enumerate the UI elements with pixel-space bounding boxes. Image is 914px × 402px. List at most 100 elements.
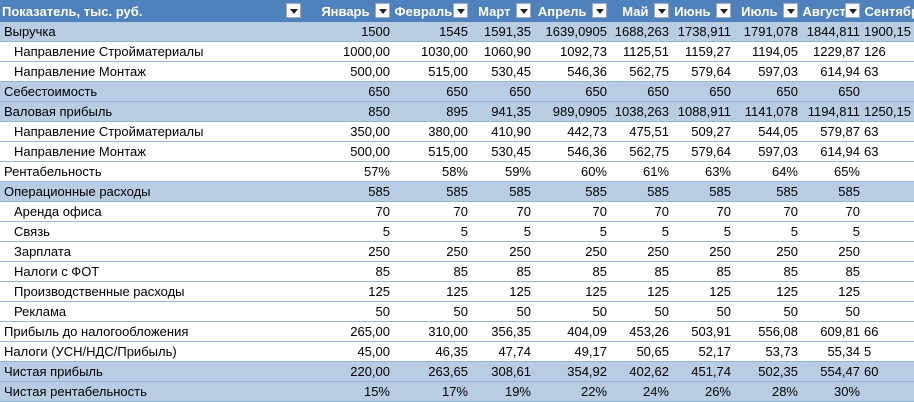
value-cell: 125 bbox=[470, 281, 533, 302]
value-cell: 125 bbox=[392, 281, 470, 302]
row-label: Производственные расходы bbox=[0, 281, 303, 302]
value-cell: 650 bbox=[800, 81, 862, 102]
value-cell: 125 bbox=[800, 281, 862, 302]
value-cell: 442,73 bbox=[533, 121, 609, 142]
filter-button[interactable] bbox=[452, 3, 468, 18]
value-cell: 308,61 bbox=[470, 361, 533, 382]
header-cell: Февраль bbox=[392, 0, 471, 22]
value-cell: 503,91 bbox=[671, 321, 733, 342]
value-cell: 263,65 bbox=[392, 361, 470, 382]
value-cell: 1159,27 bbox=[671, 41, 733, 62]
value-cell: 850 bbox=[303, 101, 392, 122]
value-cell: 126 bbox=[862, 41, 914, 62]
table-row: Налоги (УСН/НДС/Прибыль) 45,00 46,35 47,74 4… bbox=[0, 341, 914, 362]
value-cell: 17% bbox=[392, 381, 470, 402]
table-row: Себестоимость 650 650 650 650 650 650 650 650 bbox=[0, 81, 914, 102]
value-cell: 1844,811 bbox=[800, 22, 862, 42]
filter-button[interactable] bbox=[715, 3, 731, 18]
filter-button[interactable] bbox=[515, 3, 531, 18]
filter-button[interactable] bbox=[285, 3, 301, 18]
value-cell: 85 bbox=[671, 261, 733, 282]
value-cell: 5 bbox=[533, 221, 609, 242]
value-cell: 509,27 bbox=[671, 121, 733, 142]
value-cell: 650 bbox=[392, 81, 470, 102]
value-cell: 85 bbox=[800, 261, 862, 282]
table-row: Операционные расходы 585 585 585 585 585 585 58… bbox=[0, 181, 914, 202]
value-cell: 265,00 bbox=[303, 321, 392, 342]
value-cell: 63 bbox=[862, 141, 914, 162]
value-cell: 579,64 bbox=[671, 141, 733, 162]
value-cell: 380,00 bbox=[392, 121, 470, 142]
table-row: Чистая рентабельность 15% 17% 19% 22% 24% 26% 2… bbox=[0, 381, 914, 402]
value-cell: 650 bbox=[609, 81, 671, 102]
header-cell: Апрель bbox=[533, 0, 610, 22]
value-cell: 1791,078 bbox=[733, 22, 800, 42]
filter-button[interactable] bbox=[653, 3, 669, 18]
value-cell: 650 bbox=[470, 81, 533, 102]
table-row: Аренда офиса 70 70 70 70 70 70 70 70 bbox=[0, 201, 914, 222]
value-cell: 585 bbox=[733, 181, 800, 202]
header-cell: Май bbox=[609, 0, 672, 22]
value-cell: 53,73 bbox=[733, 341, 800, 362]
value-cell: 5 bbox=[609, 221, 671, 242]
value-cell: 1000,00 bbox=[303, 41, 392, 62]
value-cell: 58% bbox=[392, 161, 470, 182]
filter-button[interactable] bbox=[374, 3, 390, 18]
value-cell: 19% bbox=[470, 381, 533, 402]
value-cell bbox=[862, 281, 914, 302]
value-cell: 57% bbox=[303, 161, 392, 182]
header-cell: Показатель, тыс. руб. bbox=[0, 0, 304, 22]
value-cell: 28% bbox=[733, 381, 800, 402]
row-label: Выручка bbox=[0, 22, 303, 42]
row-label: Чистая прибыль bbox=[0, 361, 303, 382]
value-cell: 650 bbox=[533, 81, 609, 102]
row-label: Рентабельность bbox=[0, 161, 303, 182]
value-cell: 1545 bbox=[392, 22, 470, 42]
row-label: Реклама bbox=[0, 301, 303, 322]
value-cell: 60% bbox=[533, 161, 609, 182]
value-cell: 502,35 bbox=[733, 361, 800, 382]
value-cell: 52,17 bbox=[671, 341, 733, 362]
value-cell: 5 bbox=[862, 341, 914, 362]
value-cell: 562,75 bbox=[609, 61, 671, 82]
row-label: Направление Стройматериалы bbox=[0, 41, 303, 62]
value-cell: 1092,73 bbox=[533, 41, 609, 62]
header-text: Апрель bbox=[537, 3, 587, 19]
value-cell: 404,09 bbox=[533, 321, 609, 342]
row-label: Операционные расходы bbox=[0, 181, 303, 202]
row-label: Направление Стройматериалы bbox=[0, 121, 303, 142]
value-cell: 1194,05 bbox=[733, 41, 800, 62]
filter-button[interactable] bbox=[782, 3, 798, 18]
header-cell: Июнь bbox=[671, 0, 734, 22]
row-label: Прибыль до налогообложения bbox=[0, 321, 303, 342]
value-cell: 55,34 bbox=[800, 341, 862, 362]
header-text: Май bbox=[622, 3, 649, 19]
value-cell: 530,45 bbox=[470, 141, 533, 162]
value-cell: 1738,911 bbox=[671, 22, 733, 42]
value-cell: 354,92 bbox=[533, 361, 609, 382]
value-cell: 609,81 bbox=[800, 321, 862, 342]
value-cell: 70 bbox=[470, 201, 533, 222]
value-cell: 585 bbox=[671, 181, 733, 202]
filter-button[interactable] bbox=[591, 3, 607, 18]
value-cell: 250 bbox=[671, 241, 733, 262]
value-cell: 50 bbox=[303, 301, 392, 322]
value-cell: 530,45 bbox=[470, 61, 533, 82]
value-cell: 125 bbox=[609, 281, 671, 302]
header-cell: Июль bbox=[733, 0, 801, 22]
value-cell: 50 bbox=[392, 301, 470, 322]
header-cell: Март bbox=[470, 0, 534, 22]
value-cell bbox=[862, 381, 914, 402]
value-cell: 1639,0905 bbox=[533, 22, 609, 42]
table-row: Производственные расходы 125 125 125 125 125 1… bbox=[0, 281, 914, 302]
filter-button[interactable] bbox=[844, 3, 860, 18]
value-cell: 30% bbox=[800, 381, 862, 402]
header-cell: Сентябр bbox=[862, 0, 914, 22]
value-cell: 1030,00 bbox=[392, 41, 470, 62]
value-cell: 402,62 bbox=[609, 361, 671, 382]
value-cell: 410,90 bbox=[470, 121, 533, 142]
value-cell: 45,00 bbox=[303, 341, 392, 362]
value-cell: 650 bbox=[303, 81, 392, 102]
header-text: Август bbox=[802, 3, 846, 19]
value-cell: 1060,90 bbox=[470, 41, 533, 62]
